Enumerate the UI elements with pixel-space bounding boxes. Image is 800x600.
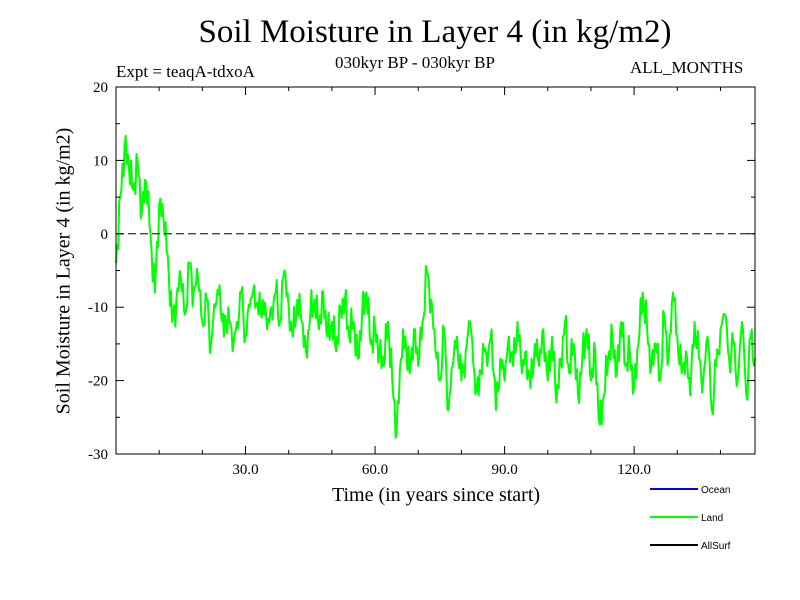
y-tick-label: 20 (93, 80, 108, 96)
legend: Ocean Land AllSurf (650, 485, 731, 552)
legend-label-allsurf: AllSurf (701, 541, 731, 552)
x-axis-label: Time (in years since start) (331, 484, 541, 506)
x-tick-label: 60.0 (362, 462, 388, 478)
y-tick-label: -10 (88, 300, 108, 316)
x-tick-label: 90.0 (491, 462, 517, 478)
y-tick-label: -20 (88, 374, 108, 390)
y-tick-label: 10 (93, 153, 108, 169)
period-label: 030kyr BP - 030kyr BP (335, 53, 495, 72)
series-group (115, 134, 756, 439)
x-tick-label: 120.0 (617, 462, 651, 478)
y-tick-label: 0 (101, 227, 109, 243)
plot-frame (115, 86, 756, 455)
chart-title: Soil Moisture in Layer 4 (in kg/m2) (198, 14, 672, 50)
x-tick-label: 30.0 (232, 462, 258, 478)
months-label: ALL_MONTHS (630, 58, 744, 77)
legend-label-ocean: Ocean (701, 485, 730, 496)
legend-label-land: Land (701, 513, 723, 524)
series-line-land (115, 134, 756, 439)
axis-ticks-group: 30.0 60.0 90.0 120.0 20 10 0 -10 -20 -30 (88, 80, 755, 478)
experiment-label: Expt = teaqA-tdxoA (116, 62, 255, 81)
y-tick-label: -30 (88, 447, 108, 463)
